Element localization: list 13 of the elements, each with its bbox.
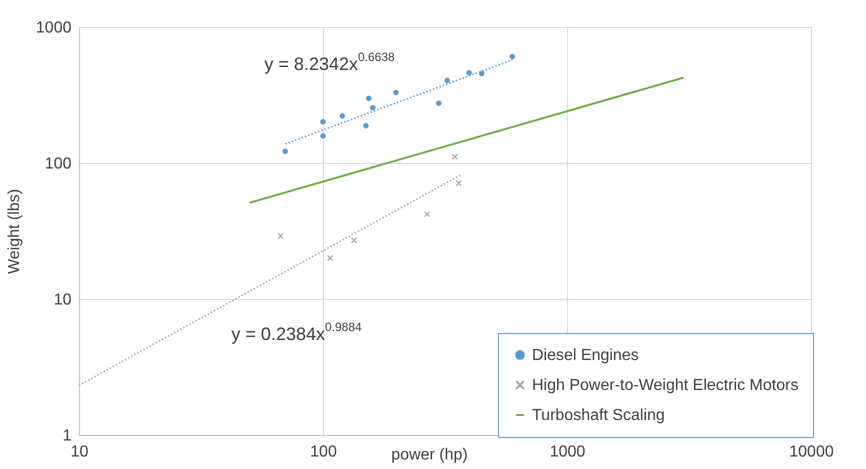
legend-label: High Power-to-Weight Electric Motors — [532, 377, 798, 394]
x-tick-label: 10 — [70, 444, 88, 460]
x-axis-title: power (hp) — [391, 446, 468, 464]
legend-label: Diesel Engines — [532, 347, 639, 364]
y-tick-label: 1000 — [36, 20, 72, 36]
y-tick-label: 100 — [44, 156, 72, 172]
legend-label: Turboshaft Scaling — [532, 407, 665, 424]
y-tick-label: 1 — [62, 428, 72, 444]
x-tick-label: 10000 — [789, 444, 834, 460]
x-tick-label: 1000 — [550, 444, 586, 460]
x-tick-label: 100 — [310, 444, 337, 460]
y-axis-title: Weight (lbs) — [6, 188, 23, 274]
y-tick-label: 10 — [54, 292, 72, 308]
